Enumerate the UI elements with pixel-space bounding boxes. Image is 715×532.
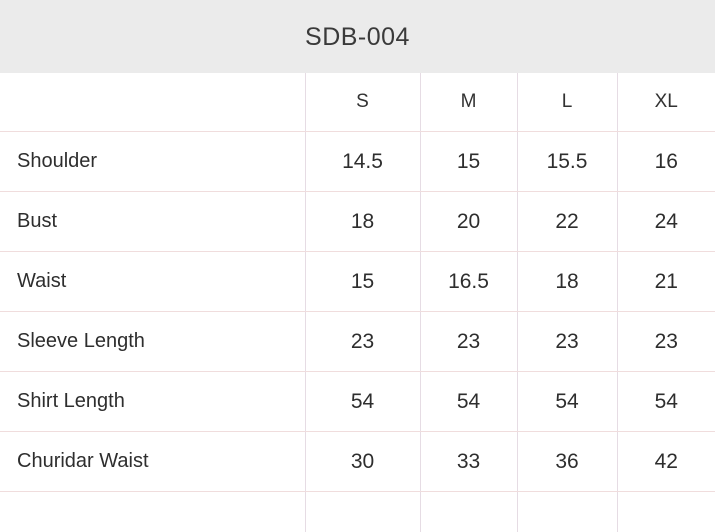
size-column-header-l: L — [517, 73, 617, 132]
measurement-value: 15 — [305, 252, 420, 312]
measurement-value: 15 — [420, 132, 517, 192]
size-header-row: S M L XL — [0, 73, 715, 132]
table-row-shoulder: Shoulder 14.5 15 15.5 16 — [0, 132, 715, 192]
measurement-value: 18 — [305, 192, 420, 252]
measurement-value: 33 — [420, 432, 517, 492]
measurement-value: 24 — [617, 192, 715, 252]
table-row-churidar-waist: Churidar Waist 30 33 36 42 — [0, 432, 715, 492]
measurement-value: 30 — [305, 432, 420, 492]
table-row-sleeve-length: Sleeve Length 23 23 23 23 — [0, 312, 715, 372]
product-code-title: SDB-004 — [305, 23, 410, 52]
measurement-label: Shoulder — [0, 132, 305, 192]
measurement-label: Shirt Length — [0, 372, 305, 432]
measurement-label — [0, 492, 305, 532]
measurement-value: 36 — [517, 432, 617, 492]
measurement-value: 54 — [617, 372, 715, 432]
measurement-value — [420, 492, 517, 532]
measurement-value: 18 — [517, 252, 617, 312]
size-column-header-s: S — [305, 73, 420, 132]
measurement-label: Waist — [0, 252, 305, 312]
measurement-value: 42 — [617, 432, 715, 492]
measurement-label: Bust — [0, 192, 305, 252]
measurement-value: 54 — [420, 372, 517, 432]
size-column-header-m: M — [420, 73, 517, 132]
measurement-value: 14.5 — [305, 132, 420, 192]
table-row-bust: Bust 18 20 22 24 — [0, 192, 715, 252]
measurement-value: 15.5 — [517, 132, 617, 192]
size-chart-table: S M L XL Shoulder 14.5 15 15.5 16 Bust 1… — [0, 73, 715, 532]
measurement-value: 23 — [420, 312, 517, 372]
measurement-value: 54 — [305, 372, 420, 432]
table-row-waist: Waist 15 16.5 18 21 — [0, 252, 715, 312]
measurement-value — [517, 492, 617, 532]
table-row-cropped — [0, 492, 715, 532]
measurement-value: 20 — [420, 192, 517, 252]
measurement-value: 22 — [517, 192, 617, 252]
measurement-label: Sleeve Length — [0, 312, 305, 372]
measurement-value: 23 — [517, 312, 617, 372]
measurement-value: 21 — [617, 252, 715, 312]
empty-header-cell — [0, 73, 305, 132]
measurement-value — [617, 492, 715, 532]
measurement-value — [305, 492, 420, 532]
measurement-value: 16.5 — [420, 252, 517, 312]
measurement-value: 54 — [517, 372, 617, 432]
measurement-label: Churidar Waist — [0, 432, 305, 492]
measurement-value: 23 — [617, 312, 715, 372]
table-row-shirt-length: Shirt Length 54 54 54 54 — [0, 372, 715, 432]
size-chart-title-bar: SDB-004 — [0, 0, 715, 73]
size-column-header-xl: XL — [617, 73, 715, 132]
measurement-value: 23 — [305, 312, 420, 372]
measurement-value: 16 — [617, 132, 715, 192]
